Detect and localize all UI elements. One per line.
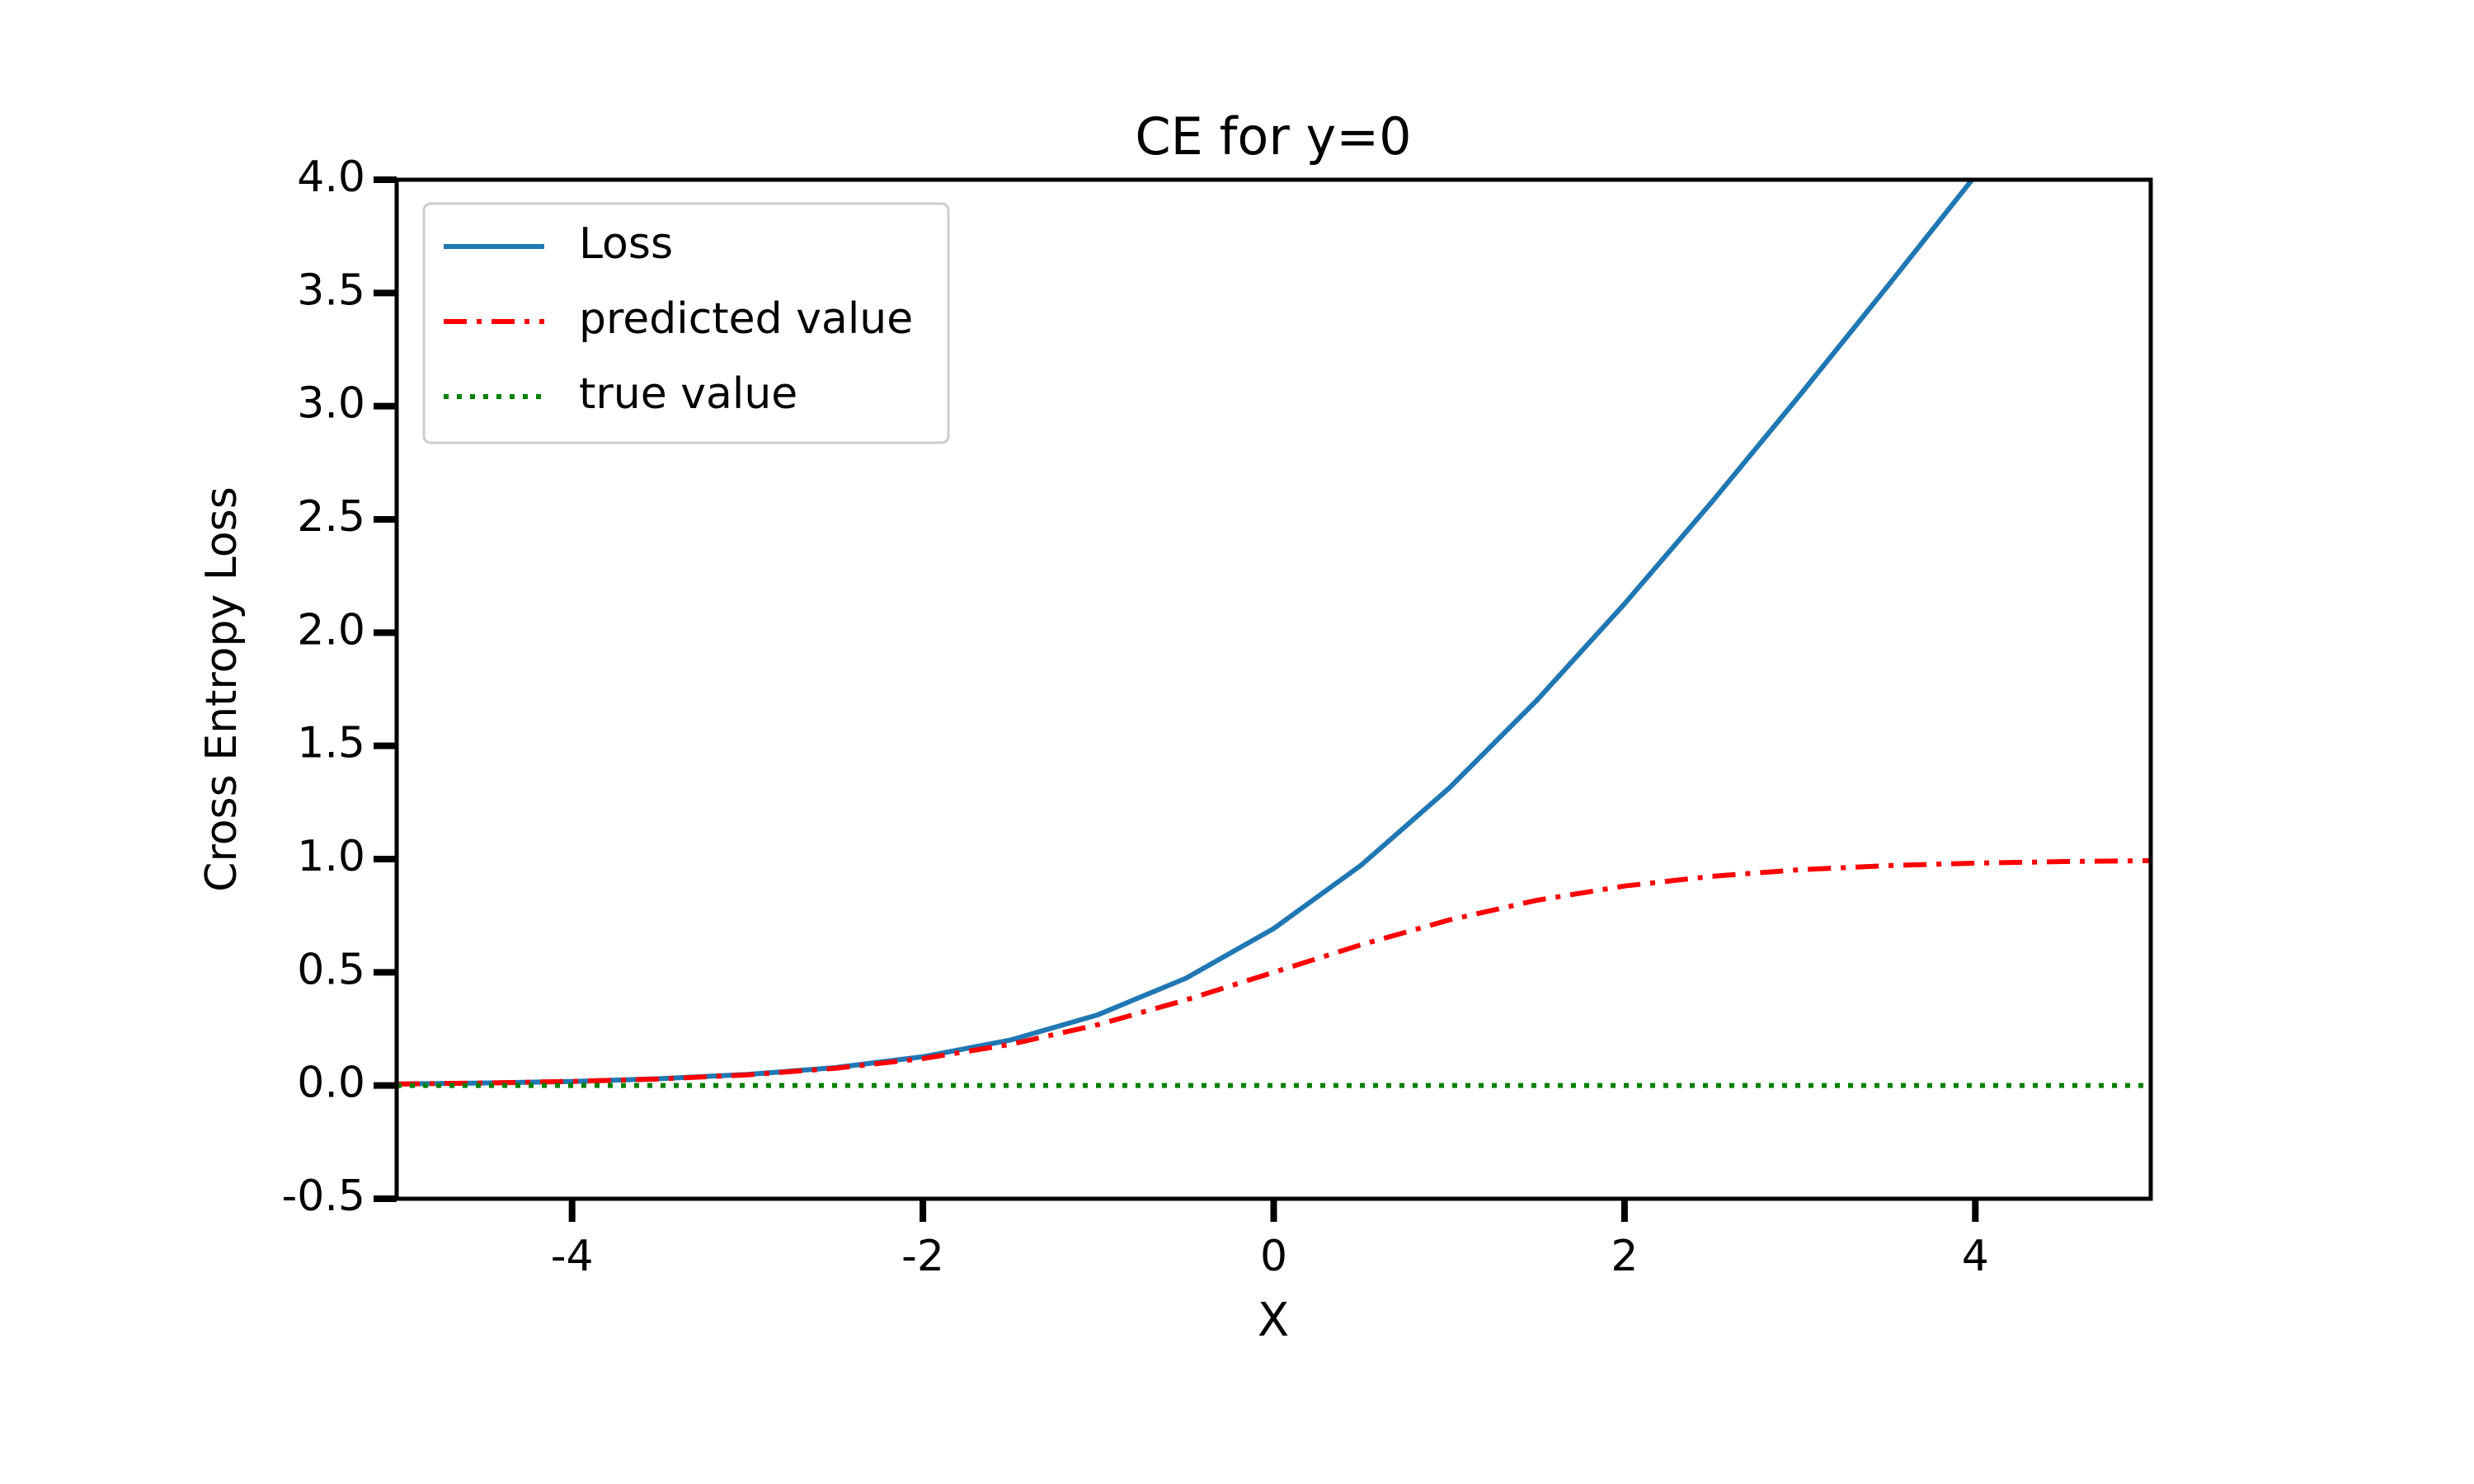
y-tick-label: 2.0 xyxy=(297,605,365,655)
y-tick-label: 3.5 xyxy=(297,265,365,315)
y-tick-label: 4.0 xyxy=(297,153,365,202)
plot-area xyxy=(397,180,2151,1088)
y-tick-label: 0.0 xyxy=(297,1059,365,1108)
legend-frame xyxy=(422,202,950,444)
x-tick-label: -2 xyxy=(901,1232,944,1281)
legend-label: predicted value xyxy=(579,294,913,344)
y-tick-label: 2.5 xyxy=(297,492,365,542)
x-axis-label: X xyxy=(1258,1294,1289,1347)
y-axis-label: Cross Entropy Loss xyxy=(197,486,247,892)
chart-title: CE for y=0 xyxy=(1135,106,1411,167)
x-tick-label: 4 xyxy=(1962,1232,1989,1281)
y-tick-label: 3.0 xyxy=(297,379,365,429)
y-tick-label: -0.5 xyxy=(282,1172,365,1221)
legend: Loss predicted value true value xyxy=(422,202,950,444)
x-tick-label: 2 xyxy=(1611,1232,1638,1281)
legend-label: Loss xyxy=(579,219,673,269)
legend-label: true value xyxy=(579,369,797,419)
y-tick-label: 0.5 xyxy=(297,945,365,994)
x-tick-label: -4 xyxy=(551,1232,594,1281)
x-tick-label: 0 xyxy=(1260,1232,1287,1281)
y-tick-label: 1.0 xyxy=(297,832,365,881)
y-tick-label: 1.5 xyxy=(297,719,365,768)
line-series xyxy=(397,857,2151,1087)
